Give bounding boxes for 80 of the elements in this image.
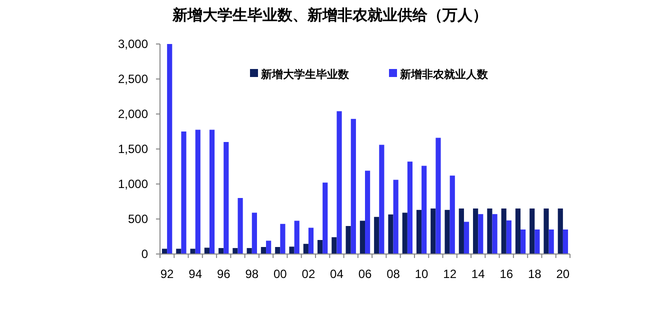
bar [218, 248, 224, 254]
bar [515, 208, 521, 254]
bar [407, 162, 413, 254]
bar [308, 228, 314, 254]
bar [360, 220, 365, 254]
x-tick-label: 20 [556, 267, 570, 281]
bar [260, 247, 266, 254]
x-tick-label: 08 [386, 267, 400, 281]
bar [224, 142, 229, 254]
bar [562, 230, 568, 254]
bar [534, 230, 540, 254]
bar [416, 210, 422, 254]
bar [246, 248, 252, 254]
bar [402, 212, 408, 254]
bar [303, 244, 308, 254]
bar [266, 240, 272, 254]
bar [464, 222, 470, 254]
bar [436, 138, 441, 254]
bar [458, 208, 464, 254]
x-tick-label: 04 [330, 267, 344, 281]
bar [430, 208, 436, 254]
y-tick-label: 500 [128, 212, 148, 226]
bar [388, 214, 394, 254]
bar [209, 130, 215, 254]
bar [473, 208, 478, 254]
y-tick-label: 0 [141, 247, 148, 261]
x-tick-label: 16 [500, 267, 514, 281]
x-tick-label: 98 [245, 267, 259, 281]
bar [280, 224, 286, 254]
bar [232, 248, 238, 254]
bar [478, 214, 484, 254]
x-tick-label: 06 [358, 267, 372, 281]
bar [450, 176, 455, 254]
bar [501, 208, 506, 254]
x-tick-label: 18 [528, 267, 542, 281]
bar [422, 166, 427, 254]
bar [506, 220, 512, 254]
bar [350, 118, 356, 254]
bar [487, 208, 492, 254]
bar [294, 220, 300, 254]
bar [336, 111, 342, 254]
bar [530, 208, 535, 254]
bar [520, 230, 526, 254]
bar [346, 226, 351, 254]
x-tick-label: 12 [443, 267, 457, 281]
bar [181, 132, 186, 254]
bar [252, 212, 257, 254]
bar [322, 182, 328, 254]
chart-title: 新增大学生毕业数、新增非农就业供给（万人） [172, 6, 488, 24]
y-tick-label: 1,000 [118, 177, 148, 191]
y-tick-label: 3,000 [118, 37, 148, 51]
x-tick-label: 94 [188, 267, 202, 281]
bar [167, 44, 172, 254]
bar [374, 216, 380, 254]
y-tick-label: 2,000 [118, 107, 148, 121]
bar [289, 246, 294, 254]
bar [379, 144, 384, 254]
bar [204, 248, 210, 254]
x-tick-label: 92 [160, 267, 174, 281]
bar [238, 198, 243, 254]
bar [332, 237, 337, 254]
bar [275, 247, 280, 254]
bar [365, 170, 370, 254]
bar [393, 180, 398, 254]
bar [317, 240, 323, 254]
y-tick-label: 1,500 [118, 142, 148, 156]
bar [548, 230, 554, 254]
bar [558, 208, 563, 254]
x-tick-label: 14 [471, 267, 486, 281]
legend-label: 新增大学生毕业数 [260, 68, 350, 81]
bar [544, 208, 549, 254]
y-tick-label: 2,500 [118, 72, 148, 86]
x-tick-label: 02 [302, 267, 316, 281]
x-tick-label: 10 [414, 267, 429, 281]
legend-label: 新增非农就业人数 [399, 68, 489, 81]
x-tick-label: 96 [216, 267, 231, 281]
x-tick-label: 00 [273, 267, 288, 281]
bar [492, 214, 498, 254]
bar [195, 130, 200, 254]
bar [444, 210, 450, 254]
